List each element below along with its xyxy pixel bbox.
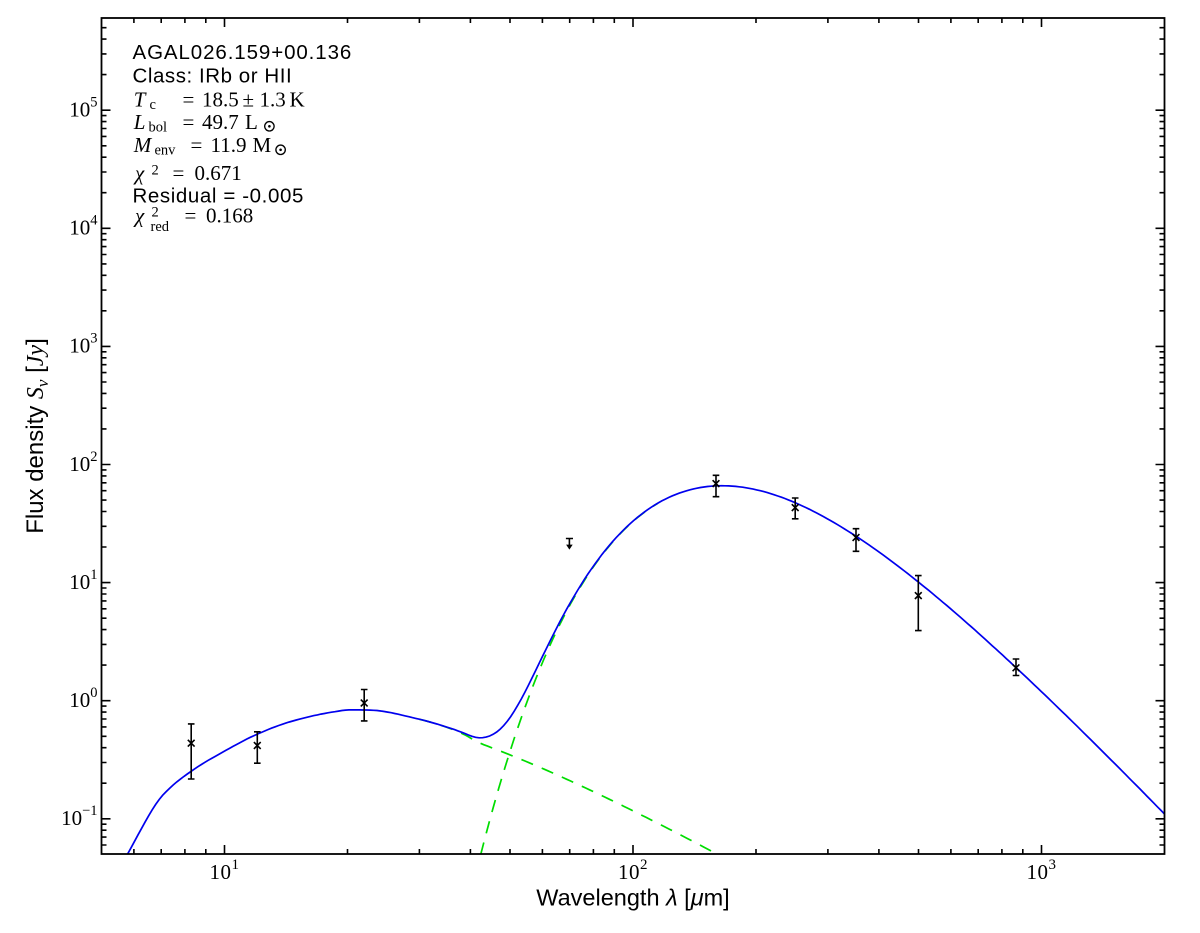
svg-text:10−1: 10−1 <box>61 803 97 830</box>
svg-text:Residual = -0.005: Residual = -0.005 <box>133 185 304 208</box>
svg-text:Tc =18.5±1.3K: Tc = 18.5 ±1.3 K <box>134 87 305 113</box>
svg-text:Class: IRb or HII: Class: IRb or HII <box>133 65 293 88</box>
svg-text:χ2 red =0.168: χ2 red = 0.168 <box>133 204 253 236</box>
svg-text:χ2 =0.671: χ2 = 0.671 <box>133 161 242 185</box>
svg-text:AGAL026.159+00.136: AGAL026.159+00.136 <box>133 41 353 64</box>
svg-text:Wavelength λ [μm]: Wavelength λ [μm] <box>536 884 729 910</box>
svg-text:Flux density Sν [Jy]: Flux density Sν [Jy] <box>22 338 52 534</box>
